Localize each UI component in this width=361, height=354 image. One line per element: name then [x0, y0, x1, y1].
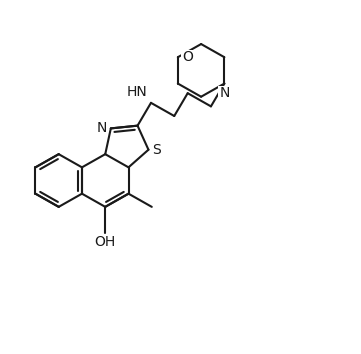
Text: O: O	[182, 50, 193, 64]
Text: OH: OH	[95, 235, 116, 249]
Text: N: N	[219, 86, 230, 101]
Text: N: N	[97, 121, 107, 135]
Text: HN: HN	[127, 85, 147, 99]
Text: S: S	[152, 143, 161, 157]
